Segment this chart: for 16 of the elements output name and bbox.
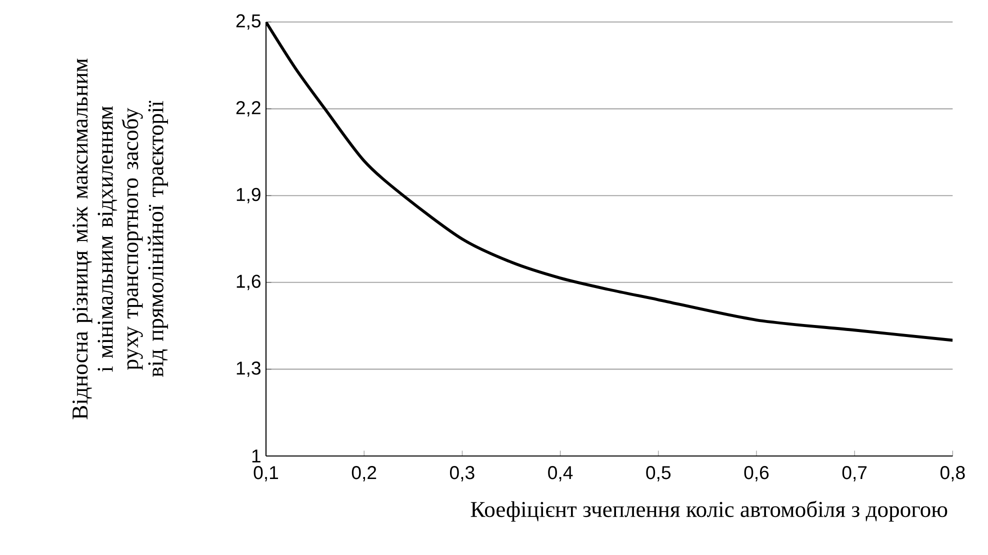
y-axis-title: Відносна різниця між максимальним і мінімальним відхиленням руху транспортного засобу від прямолінійної траєкторії (72, 58, 168, 420)
x-tick-label: 0,6 (744, 466, 769, 482)
x-tick-label: 0,4 (548, 466, 573, 482)
y-tick-label: 1,3 (236, 362, 260, 377)
x-tick-label: 0,7 (842, 466, 867, 482)
y-tick-label: 1,9 (236, 188, 260, 204)
x-axis-title: Коефіцієнт зчеплення коліс автомобіля з дорогою (470, 500, 948, 522)
x-tick-label: 0,2 (352, 466, 376, 482)
y-tick-label: 2,5 (236, 14, 261, 30)
x-tick-label: 0,8 (940, 466, 965, 482)
y-tick-label: 1,6 (236, 274, 260, 290)
x-tick-label: 0,1 (254, 466, 278, 482)
y-tick-label: 1 (252, 450, 260, 462)
x-tick-label: 0,3 (450, 466, 474, 482)
x-tick-label: 0,5 (646, 466, 671, 482)
y-tick-label: 2,2 (236, 101, 260, 116)
